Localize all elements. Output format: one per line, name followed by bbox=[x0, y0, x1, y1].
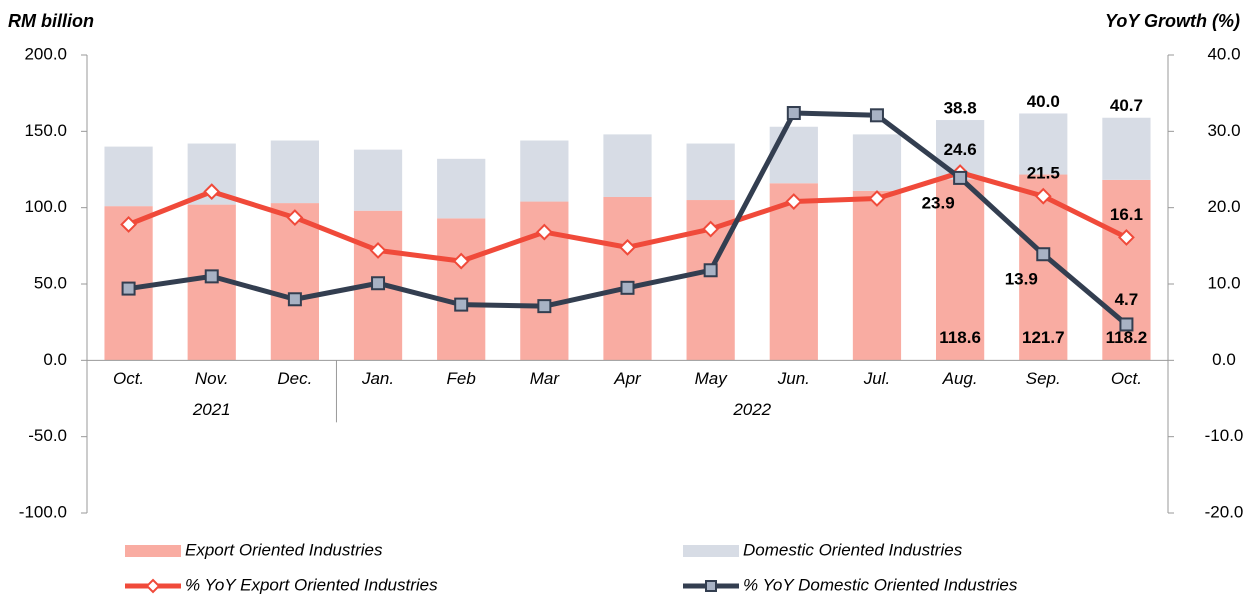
marker bbox=[369, 241, 387, 259]
group-label: 2021 bbox=[192, 400, 231, 419]
legend-marker bbox=[145, 578, 161, 594]
bar bbox=[603, 196, 652, 361]
x-tick-label: Jan. bbox=[361, 369, 394, 388]
marker bbox=[953, 170, 968, 185]
bar-value-label: 40.7 bbox=[1110, 96, 1143, 115]
marker bbox=[1036, 247, 1051, 262]
bar-value-label: 118.6 bbox=[939, 328, 981, 347]
bar bbox=[936, 179, 985, 361]
y-tick-label: -50.0 bbox=[28, 426, 67, 445]
y-tick-label: 0.0 bbox=[43, 350, 67, 369]
x-tick-label: Oct. bbox=[113, 369, 144, 388]
y2-tick-label: -20.0 bbox=[1205, 502, 1244, 521]
bar-value-label: 40.0 bbox=[1027, 92, 1060, 111]
line-value-label: 4.7 bbox=[1115, 290, 1139, 309]
marker bbox=[287, 292, 302, 307]
x-tick-label: Jun. bbox=[777, 369, 810, 388]
y2-tick-label: 10.0 bbox=[1207, 273, 1240, 292]
bar bbox=[852, 134, 902, 191]
marker bbox=[1118, 229, 1135, 246]
marker bbox=[620, 280, 635, 295]
legend-label: % YoY Domestic Oriented Industries bbox=[743, 575, 1018, 594]
marker bbox=[452, 252, 470, 270]
marker bbox=[121, 281, 136, 296]
legend-swatch bbox=[683, 545, 739, 557]
bar-value-label: 118.2 bbox=[1106, 328, 1148, 347]
bar bbox=[686, 143, 735, 201]
bar-value-label: 38.8 bbox=[944, 99, 977, 118]
marker bbox=[785, 193, 803, 210]
y2-tick-label: 20.0 bbox=[1207, 197, 1240, 216]
x-tick-label: Nov. bbox=[195, 369, 229, 388]
bar bbox=[852, 190, 902, 361]
x-tick-label: Jul. bbox=[863, 369, 890, 388]
x-tick-label: Dec. bbox=[277, 369, 312, 388]
marker bbox=[537, 299, 552, 314]
marker bbox=[786, 106, 801, 121]
marker bbox=[702, 220, 720, 238]
marker bbox=[1119, 317, 1134, 332]
line-value-label: 16.1 bbox=[1110, 205, 1143, 224]
x-tick-label: Feb bbox=[447, 369, 476, 388]
x-tick-label: Mar bbox=[530, 369, 561, 388]
bar bbox=[603, 134, 652, 197]
marker bbox=[286, 209, 304, 227]
bar bbox=[769, 183, 818, 361]
y2-tick-label: 40.0 bbox=[1207, 44, 1240, 63]
marker bbox=[868, 190, 886, 207]
bar bbox=[1019, 113, 1068, 175]
x-tick-label: Aug. bbox=[942, 369, 978, 388]
group-label: 2022 bbox=[732, 400, 771, 419]
x-tick-label: May bbox=[695, 369, 729, 388]
y-tick-label: 150.0 bbox=[24, 121, 67, 140]
y2-tick-label: 30.0 bbox=[1207, 121, 1240, 140]
x-tick-label: Sep. bbox=[1026, 369, 1061, 388]
y2-tick-label: 0.0 bbox=[1212, 350, 1236, 369]
marker bbox=[869, 108, 884, 123]
marker bbox=[203, 183, 221, 201]
marker bbox=[535, 223, 553, 241]
legend-swatch bbox=[125, 545, 181, 557]
bar bbox=[520, 140, 569, 202]
x-tick-label: Apr bbox=[613, 369, 642, 388]
y-tick-label: 100.0 bbox=[24, 197, 67, 216]
legend-marker bbox=[705, 580, 717, 592]
bar bbox=[437, 218, 486, 361]
bar bbox=[353, 149, 403, 211]
bar bbox=[104, 146, 153, 207]
legend-label: Export Oriented Industries bbox=[185, 540, 383, 559]
legend-label: Domestic Oriented Industries bbox=[743, 540, 963, 559]
bar bbox=[270, 140, 319, 204]
y2-axis-title: YoY Growth (%) bbox=[1105, 11, 1240, 31]
marker bbox=[120, 216, 137, 233]
line-value-label: 21.5 bbox=[1027, 164, 1060, 183]
marker bbox=[454, 297, 469, 312]
bar-value-label: 121.7 bbox=[1022, 328, 1065, 347]
line-value-label: 23.9 bbox=[922, 193, 955, 212]
x-tick-label: Oct. bbox=[1111, 369, 1142, 388]
marker bbox=[371, 276, 386, 291]
legend-label: % YoY Export Oriented Industries bbox=[185, 575, 438, 594]
y-tick-label: -100.0 bbox=[19, 502, 67, 521]
y-tick-label: 50.0 bbox=[34, 273, 67, 292]
marker bbox=[204, 269, 219, 284]
line-value-label: 24.6 bbox=[944, 140, 977, 159]
marker bbox=[703, 263, 718, 278]
marker bbox=[619, 238, 636, 256]
line-value-label: 13.9 bbox=[1005, 270, 1038, 289]
bar bbox=[437, 158, 486, 219]
bar bbox=[769, 126, 818, 184]
y-tick-label: 200.0 bbox=[24, 44, 67, 63]
marker bbox=[1034, 187, 1052, 205]
y-axis-title: RM billion bbox=[8, 11, 94, 31]
bar bbox=[270, 203, 319, 361]
bar bbox=[1102, 117, 1151, 180]
y2-tick-label: -10.0 bbox=[1205, 426, 1244, 445]
